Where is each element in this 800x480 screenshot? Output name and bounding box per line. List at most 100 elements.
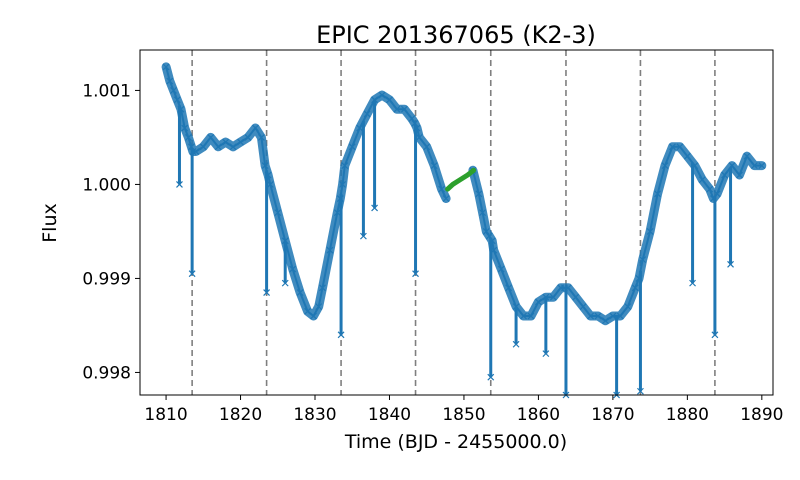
x-axis: 1810 1820 1830 1840 1850 1860 1870 1880 1890 (144, 395, 783, 425)
flux-point (706, 185, 714, 193)
flux-point (646, 228, 654, 235)
flux-point (393, 105, 401, 113)
flux-point (333, 209, 341, 217)
x-tick-label: 1830 (293, 405, 336, 425)
flux-point (348, 143, 356, 151)
flux-point (252, 124, 259, 132)
x-axis-label: Time (BJD - 2455000.0) (344, 431, 567, 453)
flux-point (199, 143, 207, 151)
flux-point (594, 312, 602, 320)
transit-lines (191, 50, 716, 395)
flux-band-0 (161, 62, 451, 321)
flux-point (166, 77, 174, 85)
flux-point (721, 171, 729, 179)
x-tick-label: 1840 (368, 405, 411, 425)
flux-point (750, 162, 758, 170)
flux-series-line-1 (471, 145, 762, 322)
flux-point (549, 293, 557, 301)
flux-point (289, 265, 297, 273)
flux-point (505, 284, 513, 292)
x-tick-label: 1870 (591, 405, 634, 425)
flux-series-line-0 (165, 66, 448, 318)
flux-point (386, 96, 393, 104)
flux-point (713, 190, 721, 198)
flux-point (475, 190, 483, 198)
dip-point (263, 289, 271, 296)
x-tick-label: 1820 (219, 405, 262, 425)
flux-point (192, 148, 200, 155)
flux-point (758, 162, 766, 170)
flux-point (520, 312, 527, 320)
flux-point (527, 312, 535, 320)
flux-point (326, 246, 334, 254)
flux-point (162, 63, 170, 71)
flux-point (356, 124, 364, 132)
flux-point (181, 124, 189, 132)
flux-point (534, 298, 542, 306)
y-tick-label: 1.001 (82, 81, 131, 101)
dip-point (727, 260, 734, 268)
flux-point (415, 134, 423, 141)
flux-point (479, 209, 486, 217)
dip-point (359, 232, 367, 240)
series-layer (161, 62, 767, 399)
flux-point (207, 134, 215, 141)
dip-point (487, 373, 495, 381)
flux-point (229, 143, 237, 151)
y-tick-label: 0.998 (82, 363, 131, 383)
flux-point (616, 312, 624, 320)
flux-point (363, 110, 371, 118)
flux-point (669, 143, 676, 151)
flux-point (624, 303, 632, 311)
flux-point (237, 138, 244, 146)
flux-point (266, 181, 274, 188)
dip-point (412, 270, 419, 278)
flux-point (261, 162, 269, 170)
flux-point (542, 293, 550, 301)
flux-point (639, 256, 647, 264)
x-tick-label: 1890 (740, 405, 783, 425)
x-tick-label: 1850 (442, 405, 485, 425)
flux-point (296, 289, 304, 296)
flux-point (423, 143, 431, 151)
x-tick-label: 1810 (144, 405, 187, 425)
flux-point (244, 134, 252, 141)
flux-point (631, 284, 639, 292)
dip-point (512, 340, 520, 348)
flux-point (485, 232, 493, 240)
flux-point (676, 143, 684, 151)
model-series-line (445, 167, 477, 192)
flux-point (315, 303, 323, 311)
dip-point (711, 331, 719, 339)
flux-point (173, 96, 181, 104)
flux-point (310, 312, 317, 320)
flux-point (214, 143, 222, 151)
flux-point (339, 181, 346, 188)
flux-point (698, 176, 706, 184)
flux-point (400, 105, 408, 113)
flux-point (482, 228, 490, 235)
flux-point (438, 185, 446, 193)
flux-point (319, 284, 326, 292)
flux-point (602, 317, 609, 325)
dip-point (176, 181, 183, 188)
plot-frame (139, 49, 774, 396)
flux-point (736, 171, 743, 179)
flux-point (170, 86, 177, 94)
flux-point (609, 312, 617, 320)
dip-point (542, 350, 550, 358)
dip-point (689, 279, 696, 287)
y-axis-label: Flux (39, 203, 61, 243)
flux-point (257, 134, 265, 141)
flux-point (281, 237, 289, 245)
flux-point (378, 91, 386, 99)
flux-point (408, 115, 416, 123)
y-axis: 0.998 0.999 1.000 1.001 (82, 81, 140, 383)
y-tick-label: 1.000 (82, 175, 131, 195)
flux-point (341, 162, 349, 170)
dip-point (281, 279, 289, 287)
dip-point (371, 204, 379, 212)
flux-point (274, 209, 282, 217)
flux-point (497, 265, 505, 273)
